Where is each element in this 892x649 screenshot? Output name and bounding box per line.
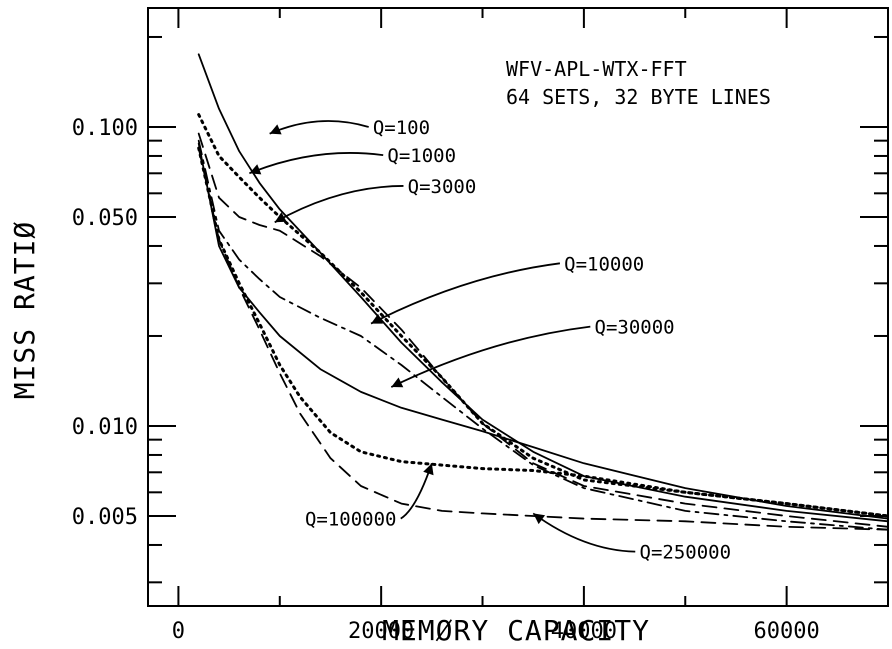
label-arrowhead [423, 463, 434, 476]
y-tick-label: 0.100 [72, 116, 138, 141]
label-arrowhead [249, 164, 262, 175]
y-tick-label: 0.010 [72, 415, 138, 440]
curve-label: Q=100 [373, 117, 430, 139]
x-axis-label: MEMØRY CAPACITY [382, 614, 650, 647]
series-line-q-1000 [197, 113, 890, 518]
curve-label: Q=10000 [564, 253, 644, 275]
y-tick-label: 0.050 [72, 206, 138, 231]
annotation-line-2: 64 SETS, 32 BYTE LINES [506, 85, 771, 109]
series-lines [197, 53, 890, 531]
label-arrowhead [391, 377, 404, 388]
y-tick-labels: 0.100 0.050 0.010 0.005 [72, 116, 138, 530]
y-axis-label: MISS RATIØ [8, 221, 41, 400]
series-line-q-3000 [197, 132, 889, 528]
label-leader [370, 262, 561, 325]
curve-label: Q=100000 [305, 509, 397, 531]
series-line-q-30000 [197, 142, 889, 520]
label-leader [390, 325, 591, 388]
label-leader [532, 512, 636, 553]
series-line-q-100 [197, 53, 889, 523]
series-line-q-10000 [197, 139, 889, 531]
label-arrowhead [533, 513, 546, 525]
curve-label: Q=3000 [408, 176, 477, 198]
x-tick-label: 40000 [551, 619, 617, 644]
label-arrowhead [274, 212, 287, 223]
label-leader [269, 120, 369, 135]
label-arrowhead [371, 313, 384, 324]
x-tick-labels: 0 20000 40000 60000 [172, 619, 820, 644]
series-line-q-250000 [197, 147, 889, 531]
curve-label: Q=250000 [640, 542, 732, 564]
label-leader [249, 152, 384, 175]
x-tick-label: 60000 [754, 619, 820, 644]
series-line-q-100000 [197, 146, 890, 518]
curve-label: Q=30000 [595, 317, 675, 339]
annotation-line-1: WFV-APL-WTX-FFT [506, 57, 687, 81]
label-arrowhead [269, 124, 282, 135]
curve-label: Q=1000 [387, 145, 456, 167]
x-tick-label: 0 [172, 619, 185, 644]
plot-frame [147, 7, 889, 607]
x-tick-label: 20000 [348, 619, 414, 644]
label-leader [274, 185, 404, 224]
y-tick-label: 0.005 [72, 505, 138, 530]
curve-labels: Q=100 Q=1000 Q=3000 Q=10000 Q=30000 Q=100000 Q… [249, 117, 731, 564]
